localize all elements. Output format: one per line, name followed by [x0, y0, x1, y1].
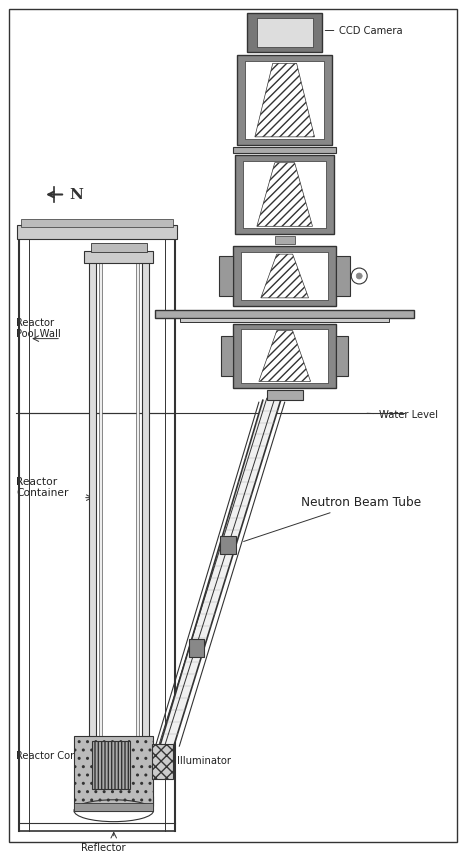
Bar: [233, 147, 336, 153]
Polygon shape: [255, 63, 314, 137]
Polygon shape: [259, 331, 311, 381]
Bar: [241, 328, 329, 383]
Text: N: N: [69, 188, 83, 203]
Bar: [74, 736, 154, 811]
Circle shape: [356, 273, 362, 279]
Bar: [180, 318, 389, 321]
Bar: [245, 62, 324, 139]
Bar: [233, 246, 336, 306]
Bar: [84, 251, 154, 263]
Polygon shape: [161, 400, 281, 744]
Bar: [336, 336, 348, 376]
Bar: [241, 252, 329, 300]
Text: Reactor
Pool Wall: Reactor Pool Wall: [16, 318, 61, 339]
Bar: [257, 18, 313, 47]
Bar: [267, 390, 303, 400]
Polygon shape: [257, 162, 313, 227]
Bar: [275, 236, 295, 245]
Bar: [155, 310, 414, 318]
Bar: [141, 261, 148, 796]
Bar: [17, 226, 177, 239]
Bar: [136, 261, 139, 796]
Text: Reactor Core: Reactor Core: [16, 751, 80, 761]
Text: Water Level: Water Level: [367, 410, 438, 420]
Bar: [152, 744, 173, 779]
Polygon shape: [261, 254, 308, 298]
Polygon shape: [189, 639, 204, 657]
Bar: [233, 324, 336, 388]
Bar: [235, 155, 334, 234]
Text: Reflector: Reflector: [81, 842, 126, 852]
Bar: [91, 243, 146, 252]
Text: CCD Camera: CCD Camera: [325, 26, 403, 36]
Bar: [99, 261, 102, 796]
Bar: [22, 220, 173, 227]
Bar: [92, 741, 130, 789]
Bar: [74, 803, 154, 811]
Text: Neutron Beam Tube: Neutron Beam Tube: [243, 496, 421, 541]
Text: Illuminator: Illuminator: [177, 756, 231, 766]
Text: Reactor
Container: Reactor Container: [16, 477, 69, 498]
Bar: [84, 796, 154, 805]
Bar: [221, 336, 233, 376]
Bar: [89, 261, 96, 796]
Polygon shape: [220, 536, 236, 553]
Bar: [237, 56, 332, 144]
Bar: [247, 13, 322, 52]
Bar: [243, 161, 327, 228]
Bar: [219, 256, 233, 296]
Bar: [336, 256, 350, 296]
